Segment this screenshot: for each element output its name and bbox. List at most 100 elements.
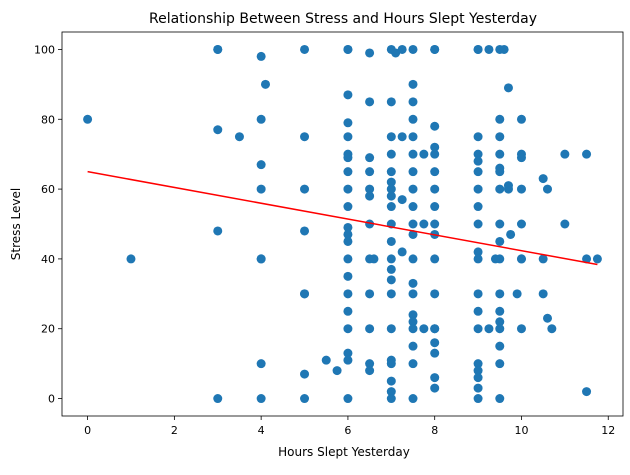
scatter-point (495, 306, 505, 316)
scatter-point (473, 219, 483, 229)
scatter-point (386, 132, 396, 142)
scatter-point (343, 289, 353, 299)
x-axis-label: Hours Slept Yesterday (278, 445, 410, 459)
scatter-point (260, 79, 270, 89)
scatter-point (499, 44, 509, 54)
scatter-point (408, 229, 418, 239)
scatter-point (538, 254, 548, 264)
y-tick-label: 60 (41, 183, 55, 196)
scatter-point (300, 394, 310, 404)
scatter-point (386, 202, 396, 212)
scatter-point (408, 97, 418, 107)
x-tick-label: 2 (171, 424, 178, 437)
scatter-point (256, 394, 266, 404)
scatter-point (484, 324, 494, 334)
scatter-point (473, 156, 483, 166)
scatter-point (473, 383, 483, 393)
scatter-point (408, 359, 418, 369)
scatter-point (408, 289, 418, 299)
y-axis-label: Stress Level (9, 188, 23, 260)
scatter-point (538, 174, 548, 184)
scatter-point (397, 44, 407, 54)
y-tick-label: 80 (41, 113, 55, 126)
scatter-point (408, 278, 418, 288)
scatter-point (300, 226, 310, 236)
scatter-point (503, 83, 513, 93)
scatter-point (430, 121, 440, 131)
scatter-point (365, 324, 375, 334)
scatter-point (365, 366, 375, 376)
scatter-point (503, 184, 513, 194)
scatter-point (495, 132, 505, 142)
scatter-point (386, 264, 396, 274)
scatter-point (516, 184, 526, 194)
data-points (83, 44, 602, 404)
scatter-point (430, 324, 440, 334)
scatter-point (408, 167, 418, 177)
scatter-point (543, 184, 553, 194)
scatter-point (365, 191, 375, 201)
scatter-point (213, 226, 223, 236)
scatter-point (408, 317, 418, 327)
scatter-point (343, 324, 353, 334)
scatter-point (582, 387, 592, 397)
scatter-point (397, 247, 407, 257)
scatter-point (512, 289, 522, 299)
scatter-point (213, 125, 223, 135)
x-tick-label: 6 (344, 424, 351, 437)
scatter-point (419, 149, 429, 159)
scatter-point (386, 359, 396, 369)
scatter-point (343, 202, 353, 212)
scatter-point (495, 236, 505, 246)
scatter-point (516, 153, 526, 163)
trend-line-layer (87, 170, 598, 266)
scatter-point (343, 271, 353, 281)
scatter-point (343, 355, 353, 365)
scatter-point (543, 313, 553, 323)
scatter-point (343, 222, 353, 232)
scatter-point (473, 132, 483, 142)
scatter-point (365, 97, 375, 107)
scatter-point (369, 254, 379, 264)
scatter-point (473, 394, 483, 404)
scatter-point (386, 177, 396, 187)
scatter-point (365, 184, 375, 194)
scatter-point (386, 324, 396, 334)
scatter-point (490, 254, 500, 264)
scatter-point (256, 51, 266, 61)
scatter-point (343, 184, 353, 194)
scatter-point (430, 338, 440, 348)
scatter-point (126, 254, 136, 264)
scatter-point (365, 167, 375, 177)
scatter-point (495, 167, 505, 177)
scatter-point (386, 97, 396, 107)
scatter-point (365, 359, 375, 369)
scatter-point (430, 44, 440, 54)
scatter-point (234, 132, 244, 142)
scatter-point (430, 373, 440, 383)
x-tick-label: 12 (601, 424, 615, 437)
scatter-point (430, 142, 440, 152)
scatter-point (321, 355, 331, 365)
chart-title: Relationship Between Stress and Hours Sl… (149, 11, 537, 27)
scatter-point (256, 184, 266, 194)
y-tick-label: 40 (41, 253, 55, 266)
scatter-point (365, 48, 375, 58)
scatter-point (386, 387, 396, 397)
scatter-point (213, 44, 223, 54)
scatter-point (386, 254, 396, 264)
scatter-point (332, 366, 342, 376)
scatter-point (365, 289, 375, 299)
scatter-point (213, 394, 223, 404)
scatter-point (256, 114, 266, 124)
scatter-point (408, 149, 418, 159)
scatter-point (547, 324, 557, 334)
scatter-point (430, 289, 440, 299)
scatter-point (473, 149, 483, 159)
scatter-point (473, 289, 483, 299)
axes: 0 2 4 6 8 10 12 0 20 40 60 80 100 (34, 31, 624, 437)
plot-frame (61, 31, 624, 417)
scatter-point (343, 153, 353, 163)
scatter-point (473, 373, 483, 383)
scatter-point (408, 394, 418, 404)
